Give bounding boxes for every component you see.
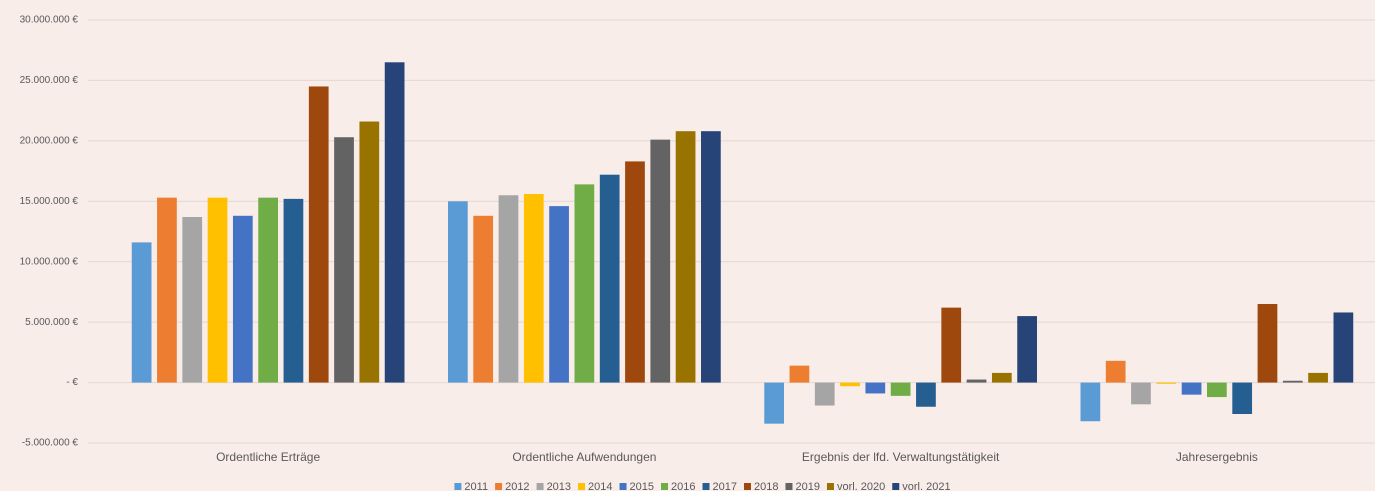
legend-swatch: [536, 483, 544, 490]
bar: [1131, 382, 1151, 405]
bar: [1080, 382, 1101, 422]
bar: [1282, 380, 1303, 383]
legend-swatch: [743, 483, 751, 490]
bar: [498, 195, 519, 383]
bar: [991, 372, 1012, 383]
legend-swatch: [495, 483, 503, 490]
bar: [131, 242, 152, 383]
bar: [1207, 382, 1227, 398]
bar: [599, 174, 620, 383]
legend-label: 2018: [754, 481, 778, 491]
bar: [574, 184, 595, 383]
bar: [1105, 360, 1126, 383]
bar: [916, 382, 936, 407]
bar: [308, 86, 329, 383]
x-tick-label: Ordentliche Erträge: [216, 450, 320, 464]
legend-swatch: [826, 483, 834, 490]
y-tick-label: 30.000.000 €: [20, 15, 79, 26]
bar: [1017, 316, 1037, 383]
bar: [1181, 382, 1202, 395]
legend-label: 2012: [505, 481, 529, 491]
bar: [473, 215, 494, 383]
bar: [789, 365, 810, 383]
legend-swatch: [619, 483, 627, 490]
bar: [207, 197, 228, 383]
legend-label: 2015: [630, 481, 654, 491]
bar: [1156, 382, 1177, 384]
legend-label: 2014: [588, 481, 612, 491]
legend-label: 2017: [713, 481, 737, 491]
legend-label: 2013: [547, 481, 571, 491]
legend-label: 2011: [464, 481, 488, 491]
legend-label: vorl. 2020: [837, 481, 885, 491]
y-tick-label: 5.000.000 €: [25, 317, 78, 328]
y-tick-label: 15.000.000 €: [20, 196, 79, 207]
bar: [701, 131, 721, 383]
x-tick-label: Ordentliche Aufwendungen: [512, 450, 656, 464]
bar: [865, 382, 886, 394]
legend-swatch: [578, 483, 586, 490]
bar: [764, 382, 784, 424]
y-tick-label: 20.000.000 €: [20, 135, 79, 146]
bar: [384, 62, 405, 383]
bar: [814, 382, 835, 406]
y-tick-label: 25.000.000 €: [20, 75, 79, 86]
bar: [941, 307, 962, 383]
x-tick-label: Jahresergebnis: [1176, 450, 1258, 464]
bar: [650, 139, 671, 383]
bar: [966, 379, 987, 383]
bar: [157, 197, 177, 383]
bar: [283, 198, 304, 383]
bar: [258, 197, 278, 383]
y-tick-label: - €: [66, 377, 78, 388]
legend-label: 2019: [795, 481, 819, 491]
bar: [1308, 372, 1328, 383]
bar: [359, 121, 380, 383]
legend-swatch: [785, 483, 793, 490]
bar: [890, 382, 911, 396]
y-tick-label: -5.000.000 €: [22, 438, 79, 449]
bar: [625, 161, 645, 383]
legend-swatch: [661, 483, 669, 490]
bar: [1257, 304, 1278, 383]
legend-swatch: [454, 483, 462, 490]
legend-swatch: [702, 483, 710, 490]
bar: [549, 206, 569, 383]
legend-swatch: [892, 483, 900, 490]
x-tick-label: Ergebnis der lfd. Verwaltungstätigkeit: [802, 450, 1000, 464]
bar: [1333, 312, 1354, 383]
legend-label: vorl. 2021: [902, 481, 950, 491]
bar: [523, 194, 544, 383]
legend-label: 2016: [671, 481, 695, 491]
bar: [448, 201, 468, 383]
bar: [334, 137, 354, 383]
bar: [182, 216, 203, 383]
bar: [1232, 382, 1253, 414]
bar: [675, 131, 696, 383]
bar: [232, 215, 253, 383]
bar: [840, 382, 860, 387]
y-tick-label: 10.000.000 €: [20, 256, 79, 267]
